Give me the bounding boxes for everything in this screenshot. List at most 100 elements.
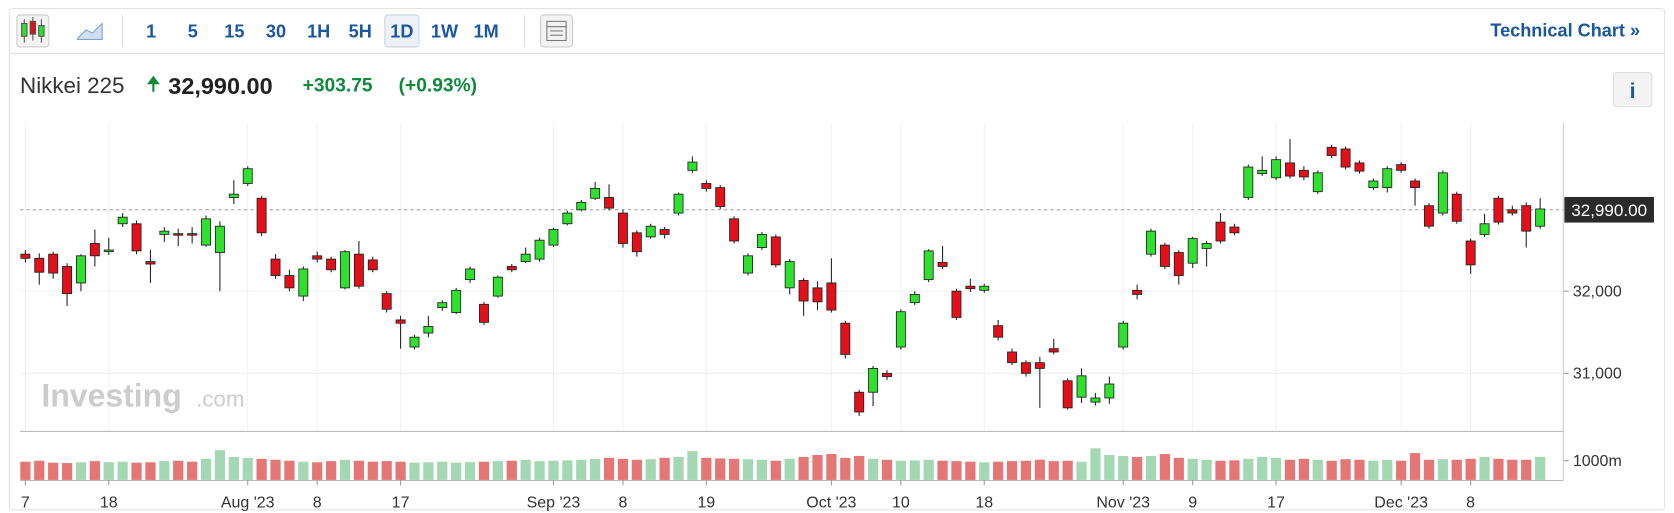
volume-bar (1535, 456, 1546, 480)
volume-bar (1284, 459, 1296, 480)
volume-bar (840, 457, 851, 480)
candle-body (895, 311, 906, 348)
candle-body (882, 372, 892, 378)
volume-bar (1368, 460, 1379, 480)
interval-button[interactable]: 30 (266, 21, 286, 41)
volume-tick-label: 1000m (1573, 453, 1622, 470)
technical-chart-link[interactable]: Technical Chart » (1490, 20, 1640, 40)
candle-body (409, 336, 420, 348)
interval-button[interactable]: 15 (224, 21, 244, 41)
volume-bar (770, 460, 781, 480)
volume-bar (103, 462, 114, 480)
candle-body (1396, 164, 1407, 171)
volume-bar (520, 459, 531, 480)
candle-body (1076, 375, 1087, 398)
candle-body (756, 234, 767, 249)
x-tick-label: 8 (1466, 495, 1475, 512)
candle-body (381, 293, 392, 310)
area-type-icon[interactable] (77, 22, 103, 40)
candle-body (1159, 244, 1170, 267)
volume-bar (325, 461, 337, 480)
info-button[interactable] (1612, 71, 1653, 108)
candle-body (367, 259, 378, 271)
candle-body (20, 253, 31, 259)
candle-body (62, 266, 73, 295)
candle-body (548, 229, 559, 246)
candle-body (492, 276, 503, 297)
volume-bar (701, 457, 712, 480)
candle-body (1132, 289, 1143, 295)
candle-body (1368, 180, 1379, 189)
x-tick-label: Aug '23 (221, 495, 275, 512)
volume-bar (715, 458, 726, 480)
volume-bar (312, 462, 323, 480)
interval-button[interactable]: 1 (146, 21, 156, 41)
volume-bar (548, 460, 559, 480)
candle-body (1285, 162, 1295, 177)
volume-bar (381, 461, 392, 480)
candle-body (1423, 205, 1434, 227)
volume-bar (659, 457, 670, 480)
volume-bar (1159, 454, 1171, 480)
info-icon[interactable]: i (1630, 79, 1636, 103)
interval-button[interactable]: 5 (188, 21, 198, 41)
volume-bar (590, 458, 601, 480)
volume-bar (728, 458, 740, 480)
volume-bar (1090, 448, 1101, 480)
volume-bar (1465, 458, 1476, 480)
panel-icon[interactable] (539, 14, 574, 48)
volume-bar (270, 459, 281, 480)
candle-body (1118, 322, 1129, 348)
candle-body (604, 197, 614, 209)
candle-body (1382, 168, 1393, 189)
candle-body (951, 290, 962, 318)
candle-body (479, 303, 489, 323)
volume-bar (1243, 458, 1254, 480)
volume-bar (131, 462, 142, 480)
volume-bar (437, 461, 448, 480)
volume-bar (1132, 456, 1143, 480)
candle-body (1257, 169, 1268, 175)
candle-body (451, 289, 462, 313)
candle-body (48, 253, 59, 274)
interval-button[interactable]: 1M (474, 21, 499, 41)
volume-bar (1257, 456, 1268, 480)
interval-button[interactable]: 1D (390, 21, 413, 41)
up-arrow (146, 75, 160, 92)
watermark-brand: Investing (41, 377, 181, 413)
interval-button[interactable]: 1H (307, 21, 330, 41)
candle-body (284, 275, 295, 289)
volume-bar (1215, 460, 1226, 480)
candle-body (1007, 351, 1018, 364)
volume-bar (395, 461, 406, 480)
volume-bar (367, 461, 378, 480)
interval-active (384, 14, 420, 48)
volume-bar (617, 458, 629, 480)
candle-body (909, 294, 920, 304)
volume-bar (214, 450, 226, 480)
candle-body (340, 251, 350, 289)
candle-body (840, 322, 851, 355)
volume-bar (1173, 457, 1184, 480)
candle-body (979, 285, 990, 291)
interval-button[interactable]: 1W (431, 21, 459, 41)
candle-body (145, 261, 156, 265)
interval-group: 1 5 15 30 1H 5H 1D 1W 1M (146, 14, 499, 48)
watermark: Investing .com (41, 377, 244, 413)
candle-type-icon[interactable] (16, 14, 50, 48)
volume-bar (423, 462, 434, 480)
candle-body (1034, 362, 1045, 369)
volume-bar (117, 461, 128, 480)
last-price-box (1564, 196, 1654, 223)
candle-body (923, 250, 934, 281)
volume-bar (1145, 455, 1157, 480)
candle-body (534, 239, 545, 260)
volume-bar (478, 461, 490, 480)
volume-bar (1020, 460, 1032, 480)
volume-bar (1382, 459, 1393, 480)
candle-body (34, 257, 45, 273)
interval-button[interactable]: 5H (349, 21, 372, 41)
volume-bar (1340, 459, 1351, 480)
volume-bar (798, 456, 809, 480)
volume-bar (1396, 460, 1407, 480)
